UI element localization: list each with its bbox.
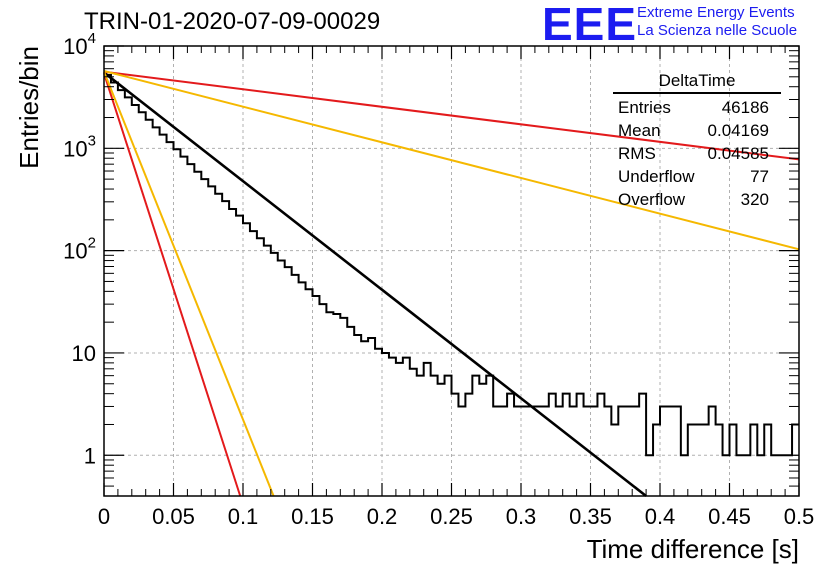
stats-value: 0.04169 — [707, 121, 769, 140]
stats-label: Overflow — [618, 190, 686, 209]
stats-label: Mean — [618, 121, 661, 140]
fit-line — [103, 73, 242, 497]
fit-lines — [103, 70, 800, 498]
fit-line — [103, 70, 800, 251]
x-tick-label: 0.1 — [228, 504, 259, 529]
eee-logo-mark: EEE — [542, 0, 638, 50]
stats-value: 0.04585 — [707, 144, 769, 163]
y-tick-label: 10 — [72, 341, 96, 366]
x-tick-label: 0.35 — [569, 504, 612, 529]
stats-label: Underflow — [618, 167, 695, 186]
stats-label: Entries — [618, 98, 671, 117]
y-tick-label: 104 — [63, 30, 96, 59]
histogram — [104, 74, 799, 457]
x-tick-label: 0.4 — [645, 504, 676, 529]
eee-logo-text: Extreme Energy Events La Scienza nelle S… — [637, 4, 797, 40]
histogram-step — [104, 74, 799, 457]
y-tick-label: 103 — [63, 132, 96, 161]
x-tick-label: 0.45 — [708, 504, 751, 529]
stats-value: 77 — [750, 167, 769, 186]
x-tick-label: 0.3 — [506, 504, 537, 529]
eee-logo-line2: La Scienza nelle Scuole — [637, 22, 798, 39]
stats-label: RMS — [618, 144, 656, 163]
x-axis-label: Time difference [s] — [587, 534, 799, 564]
x-tick-label: 0.2 — [367, 504, 398, 529]
stats-value: 46186 — [721, 98, 769, 117]
stats-row: Overflow 320 — [613, 188, 781, 211]
fit-line — [103, 70, 800, 161]
stats-row: Mean 0.04169 — [613, 119, 781, 142]
x-tick-label: 0 — [98, 504, 110, 529]
fit-line — [103, 71, 275, 497]
stats-value: 320 — [740, 190, 769, 209]
x-tick-label: 0.05 — [152, 504, 195, 529]
fit-line — [103, 71, 647, 498]
stats-box: DeltaTime Entries 46186 Mean 0.04169 RMS… — [613, 70, 781, 211]
stats-title: DeltaTime — [613, 70, 781, 94]
x-tick-label: 0.15 — [291, 504, 334, 529]
x-tick-label: 0.5 — [784, 504, 815, 529]
y-tick-label: 1 — [84, 443, 96, 468]
y-axis-label: Entries/bin — [14, 46, 44, 169]
y-tick-label: 102 — [63, 235, 96, 264]
x-tick-label: 0.25 — [430, 504, 473, 529]
stats-row: RMS 0.04585 — [613, 142, 781, 165]
stats-row: Entries 46186 — [613, 96, 781, 119]
eee-logo-line1: Extreme Energy Events — [637, 4, 795, 21]
stats-row: Underflow 77 — [613, 165, 781, 188]
axes: 0 0.05 0.1 0.15 0.2 0.25 0.3 0.35 0.4 0.45 0.5 1 10 1… — [63, 30, 814, 529]
chart-title: TRIN-01-2020-07-09-00029 — [84, 8, 381, 35]
